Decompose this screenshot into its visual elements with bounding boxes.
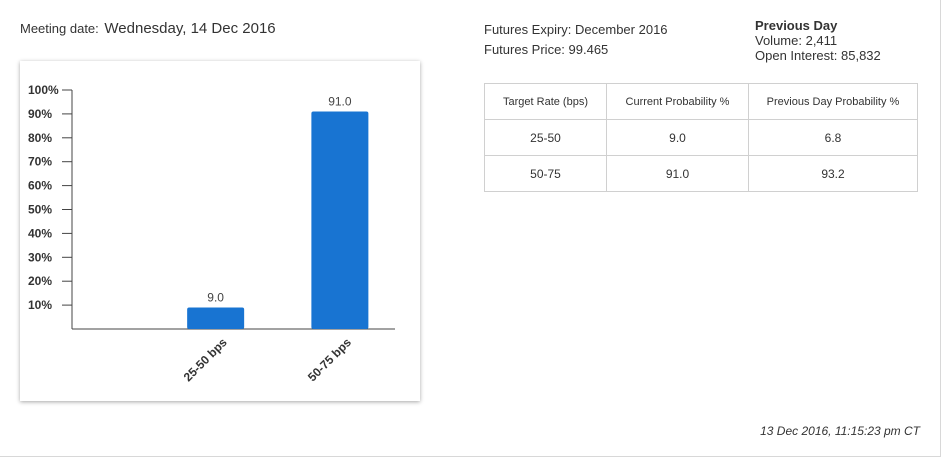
column-header-previous-day-probability: Previous Day Probability % (748, 83, 918, 120)
futures-info: Futures Expiry: December 2016 Futures Pr… (484, 20, 668, 60)
y-tick-label: 90% (28, 107, 52, 121)
previous-day-info: Previous Day Volume: 2,411 Open Interest… (755, 18, 881, 63)
previous-day-volume: Volume: 2,411 (755, 33, 838, 48)
y-tick-label: 10% (28, 298, 52, 312)
table-row: 50-75 91.0 93.2 (484, 155, 918, 192)
y-tick-label: 80% (28, 131, 52, 145)
cell-target-rate: 50-75 (484, 155, 607, 192)
previous-day-title: Previous Day (755, 18, 838, 33)
meeting-date-label: Meeting date: (20, 21, 99, 36)
panel-frame (0, 0, 941, 457)
probability-table: Target Rate (bps) Current Probability % … (484, 83, 918, 192)
last-updated-timestamp: 13 Dec 2016, 11:15:23 pm CT (760, 424, 920, 438)
column-header-target-rate: Target Rate (bps) (484, 83, 607, 120)
cell-target-rate: 25-50 (484, 119, 607, 156)
column-header-current-probability: Current Probability % (606, 83, 749, 120)
table-header-row: Target Rate (bps) Current Probability % … (484, 83, 918, 120)
y-tick-label: 70% (28, 155, 52, 169)
meeting-date: Meeting date: Wednesday, 14 Dec 2016 (20, 20, 276, 37)
y-tick-label: 30% (28, 250, 52, 264)
cell-current-probability: 91.0 (606, 155, 749, 192)
y-tick-label: 20% (28, 274, 52, 288)
x-category-label: 25-50 bps (181, 335, 230, 384)
cell-previous-day-probability: 6.8 (748, 119, 918, 156)
futures-price: Futures Price: 99.465 (484, 42, 609, 57)
y-tick-label: 60% (28, 179, 52, 193)
table-row: 25-50 9.0 6.8 (484, 119, 918, 156)
previous-day-open-interest: Open Interest: 85,832 (755, 48, 881, 63)
futures-expiry: Futures Expiry: December 2016 (484, 22, 668, 37)
bar-value-label: 91.0 (328, 95, 352, 109)
cell-current-probability: 9.0 (606, 119, 749, 156)
y-tick-label: 100% (28, 83, 59, 97)
bar-value-label: 9.0 (207, 290, 224, 304)
y-tick-label: 50% (28, 203, 52, 217)
cell-previous-day-probability: 93.2 (748, 155, 918, 192)
y-tick-label: 40% (28, 226, 52, 240)
meeting-date-value: Wednesday, 14 Dec 2016 (104, 20, 276, 37)
bar (311, 111, 369, 329)
x-category-label: 50-75 bps (305, 335, 354, 384)
probability-chart-svg: 10% 20% 30% 40% 50% 60% 70% 80% 90% 100% 9.0 25-50 … (28, 83, 395, 384)
bar (187, 307, 245, 329)
probability-chart: 10% 20% 30% 40% 50% 60% 70% 80% 90% 100% 9.0 25-50 … (20, 61, 420, 401)
